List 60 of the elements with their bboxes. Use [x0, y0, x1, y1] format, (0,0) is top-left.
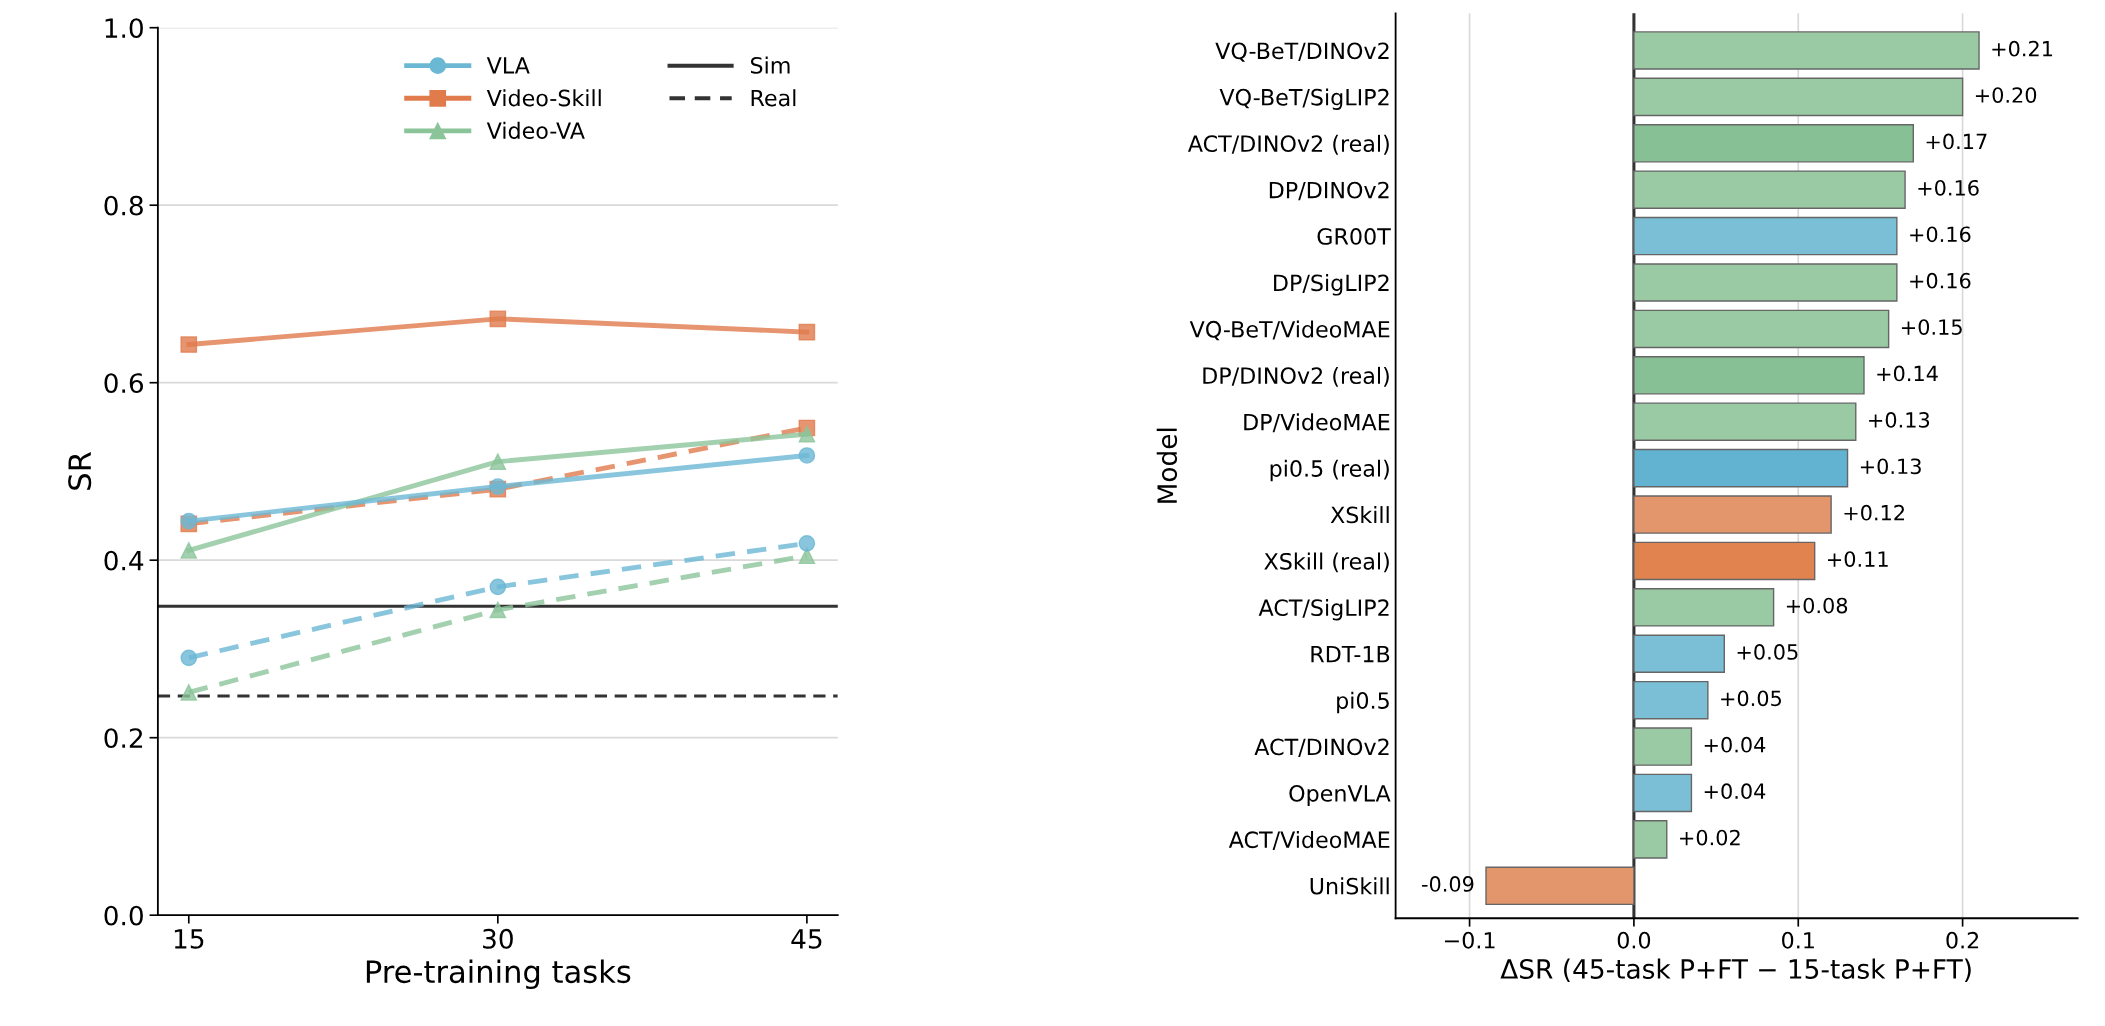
legend-label: Real — [751, 89, 796, 107]
y-tick-label: 0.2 — [104, 728, 143, 749]
y-axis-title: SR — [68, 452, 92, 490]
x-tick-label: 0.1 — [1782, 931, 1814, 949]
data-label: +0.21 — [1992, 40, 2053, 57]
data-label: +0.20 — [1975, 87, 2037, 103]
x-tick-label: 15 — [174, 929, 204, 949]
y-tick-label: 0.0 — [104, 905, 143, 926]
y-tick-label: DP/VideoMAE — [1244, 413, 1390, 433]
data-label: +0.16 — [1910, 272, 1971, 289]
y-tick-label: ACT/SigLIP2 — [1258, 598, 1389, 621]
legend-label: Video-VA — [486, 121, 585, 140]
data-label: -0.09 — [1422, 876, 1474, 892]
y-tick-label: XSkill (real) — [1264, 552, 1389, 573]
data-label: +0.11 — [1828, 551, 1888, 567]
data-label: +0.13 — [1869, 412, 1930, 428]
x-tick-label: 0.0 — [1617, 931, 1651, 949]
y-tick-label: 0.4 — [104, 550, 144, 571]
y-tick-label: 1.0 — [105, 18, 143, 39]
data-label: +0.14 — [1877, 365, 1938, 382]
y-tick-label: UniSkill — [1310, 877, 1389, 895]
data-label: +0.17 — [1926, 133, 1987, 150]
x-tick-label: 0.2 — [1946, 931, 1979, 949]
y-tick-label: pi0.5 — [1337, 691, 1389, 714]
y-tick-label: DP/DINOv2 — [1269, 181, 1389, 201]
data-label: +0.05 — [1737, 644, 1798, 660]
data-label: +0.02 — [1680, 829, 1740, 846]
y-tick-label: VQ-BeT/SigLIP2 — [1219, 88, 1389, 110]
data-label: +0.12 — [1844, 504, 1904, 521]
y-tick-label: ACT/VideoMAE — [1228, 830, 1390, 850]
data-label: +0.16 — [1918, 179, 1979, 196]
y-tick-label: DP/SigLIP2 — [1274, 274, 1389, 296]
y-tick-label: DP/DINOv2 (real) — [1203, 366, 1389, 387]
y-tick-label: 0.6 — [104, 373, 144, 394]
data-label: +0.16 — [1910, 226, 1971, 243]
legend-label: Video-Skill — [486, 89, 601, 107]
y-tick-label: pi0.5 (real) — [1270, 459, 1389, 482]
y-tick-label: ACT/DINOv2 — [1254, 738, 1389, 758]
y-tick-label: OpenVLA — [1289, 784, 1391, 807]
y-tick-label: 0.8 — [104, 195, 143, 216]
data-label: +0.05 — [1721, 690, 1781, 707]
y-tick-label: GR00T — [1317, 228, 1391, 245]
y-tick-label: RDT-1B — [1311, 645, 1390, 663]
y-tick-label: ACT/DINOv2 (real) — [1187, 134, 1389, 155]
x-axis-title: ΔSR (45-task P+FT − 15-task P+FT) — [1500, 958, 1971, 983]
data-label: +0.04 — [1704, 783, 1766, 800]
data-label: +0.15 — [1901, 319, 1962, 335]
legend-label: VLA — [486, 57, 530, 74]
data-label: +0.04 — [1704, 736, 1766, 753]
y-tick-label: VQ-BeT/VideoMAE — [1189, 320, 1390, 341]
x-axis-title: Pre-training tasks — [366, 959, 631, 990]
data-label: +0.13 — [1860, 458, 1921, 475]
x-tick-label: 45 — [791, 929, 822, 949]
x-tick-label: −0.1 — [1444, 931, 1495, 949]
y-tick-label: XSkill — [1330, 506, 1389, 524]
legend-label: Sim — [750, 56, 790, 74]
data-label: +0.08 — [1786, 597, 1848, 614]
x-tick-label: 30 — [483, 928, 513, 949]
y-tick-label: VQ-BeT/DINOv2 — [1215, 42, 1389, 62]
y-axis-title: Model — [1156, 428, 1178, 503]
